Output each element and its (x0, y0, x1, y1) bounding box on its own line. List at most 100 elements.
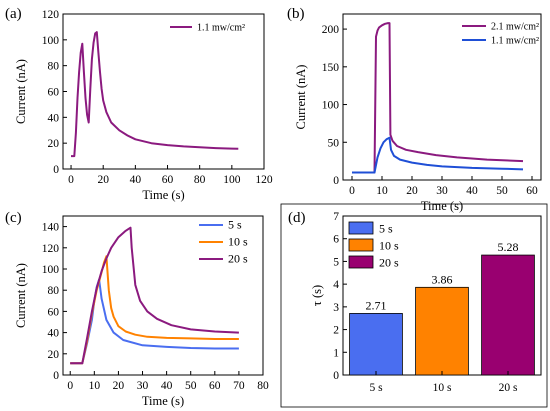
x-tick-label: 50 (496, 185, 508, 197)
x-tick-label: 80 (194, 174, 206, 186)
legend-label-1: 1.1 mw/cm² (491, 36, 539, 47)
x-tick-label: 0 (349, 185, 355, 197)
x-tick-label: 20 (406, 185, 418, 197)
y-tick-label: 100 (42, 35, 60, 47)
chart-panel-c: 0 10 20 30 40 50 60 70 80 0 20 40 60 80 100 120 140 Time … (5, 210, 269, 408)
legend-swatch-2 (348, 255, 374, 269)
legend: 2.1 mw/cm² 1.1 mw/cm² (462, 22, 539, 47)
y-tick-label: 50 (328, 137, 340, 149)
x-tick-label: 80 (257, 380, 269, 392)
bar-2 (481, 254, 535, 376)
y-tick-label: 0 (333, 370, 339, 382)
x-tick-label: 100 (223, 174, 241, 186)
x-tick-label: 20 s (499, 382, 518, 394)
y-tick-label: 4 (333, 279, 339, 291)
x-tick-label: 30 (436, 185, 448, 197)
legend-label-0: 1.1 mw/cm² (197, 23, 245, 34)
x-tick-label: 0 (67, 380, 73, 392)
x-tick-label: 20 (113, 380, 125, 392)
y-tick-label: 120 (42, 9, 60, 21)
x-axis-label: Time (s) (421, 199, 463, 213)
y-tick-label: 60 (48, 87, 60, 99)
y-tick-label: 7 (333, 211, 339, 223)
y-tick-label: 1 (333, 347, 339, 359)
legend-label-0: 5 s (379, 222, 393, 236)
series-line-1 (70, 255, 239, 365)
y-tick-label: 20 (48, 349, 60, 361)
y-tick-label: 3 (333, 302, 339, 314)
bar-value-label-0: 2.71 (366, 298, 387, 312)
legend-label-1: 10 s (379, 239, 399, 253)
x-tick-label: 40 (466, 185, 478, 197)
x-tick-label: 60 (526, 185, 538, 197)
y-tick-label: 120 (42, 243, 60, 255)
legend-label-1: 10 s (228, 235, 248, 249)
y-axis-label: Current (nA) (14, 59, 28, 124)
y-tick-label: 0 (53, 370, 59, 382)
legend: 5 s 10 s 20 s (199, 218, 248, 266)
y-tick-label: 40 (48, 328, 60, 340)
y-axis-label: τ (s) (310, 285, 324, 306)
y-axis-label: Current (nA) (294, 65, 308, 130)
y-axis-label: Current (nA) (14, 263, 28, 328)
legend-swatch-0 (348, 221, 374, 235)
y-tick-label: 0 (333, 175, 339, 187)
legend-swatch-1 (348, 238, 374, 252)
x-tick-label: 50 (185, 380, 197, 392)
legend-label-0: 5 s (228, 218, 242, 232)
y-tick-label: 2 (333, 325, 339, 337)
y-tick-label: 6 (333, 234, 339, 246)
bar-0 (349, 313, 403, 376)
panel-label: (d) (288, 210, 306, 226)
y-tick-label: 80 (48, 61, 60, 73)
legend-label-2: 20 s (379, 256, 399, 270)
bar-1 (415, 286, 469, 376)
chart-panel-b: 0 10 20 30 40 50 60 0 50 100 150 200 Time (s) Current… (287, 6, 542, 213)
y-tick-label: 100 (322, 100, 340, 112)
y-tick-label: 20 (48, 138, 60, 150)
panel-d-border (280, 203, 548, 408)
x-tick-label: 20 (97, 174, 109, 186)
x-tick-label: 10 (376, 185, 388, 197)
x-tick-label: 30 (137, 380, 149, 392)
y-tick-label: 150 (322, 62, 340, 74)
panel-label: (a) (5, 6, 22, 22)
chart-panel-a: 0 20 40 60 80 100 120 0 20 40 60 80 100 120 Time (s) Cu… (5, 6, 273, 202)
series-line-0 (352, 22, 524, 174)
x-axis-label: Time (s) (142, 394, 184, 408)
legend-label-0: 2.1 mw/cm² (491, 22, 539, 33)
panel-label: (b) (287, 6, 305, 22)
x-tick-label: 10 (89, 380, 101, 392)
series-line-0 (71, 31, 239, 158)
x-tick-label: 10 s (433, 382, 452, 394)
series-line-1 (352, 136, 524, 174)
y-tick-label: 200 (322, 24, 340, 36)
y-tick-label: 0 (53, 164, 59, 176)
plot-frame (62, 215, 264, 376)
legend: 5 s 10 s 20 s (348, 221, 399, 270)
panel-label: (c) (5, 210, 22, 226)
x-tick-label: 40 (161, 380, 173, 392)
bar-value-label-1: 3.86 (432, 272, 453, 286)
x-axis-label: Time (s) (142, 188, 184, 202)
legend: 1.1 mw/cm² (170, 23, 245, 34)
x-tick-label: 40 (130, 174, 142, 186)
x-tick-label: 60 (209, 380, 221, 392)
y-tick-label: 5 (333, 256, 339, 268)
x-tick-label: 70 (233, 380, 245, 392)
bar-value-label-2: 5.28 (498, 240, 519, 254)
legend-label-2: 20 s (228, 252, 248, 266)
plot-frame (62, 13, 265, 170)
y-tick-label: 60 (48, 306, 60, 318)
x-tick-label: 5 s (369, 382, 383, 394)
x-tick-label: 60 (162, 174, 174, 186)
y-tick-label: 40 (48, 112, 60, 124)
series-line-2 (70, 226, 239, 365)
y-tick-label: 100 (42, 264, 60, 276)
y-tick-label: 140 (42, 222, 60, 234)
y-tick-label: 80 (48, 285, 60, 297)
x-tick-label: 120 (255, 174, 273, 186)
x-tick-label: 0 (68, 174, 74, 186)
